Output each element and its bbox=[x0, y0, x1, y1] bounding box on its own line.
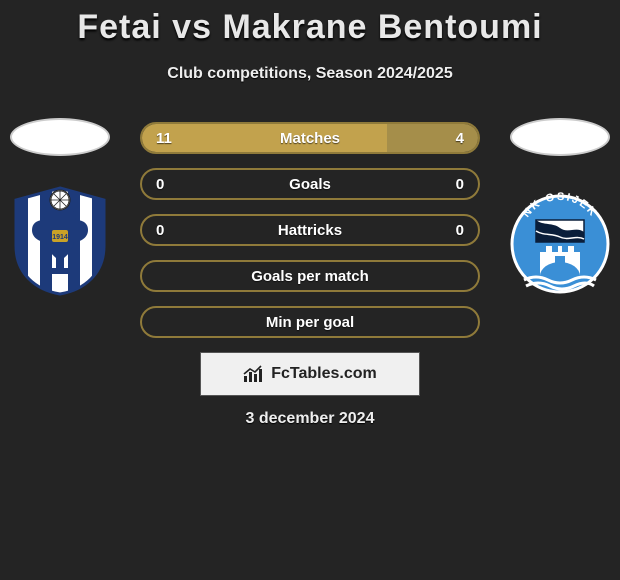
stat-row-gpm: Goals per match bbox=[140, 260, 480, 292]
chart-icon bbox=[243, 365, 265, 383]
stat-label: Hattricks bbox=[142, 216, 478, 244]
subtitle: Club competitions, Season 2024/2025 bbox=[0, 65, 620, 83]
stat-row-hattricks: 0 Hattricks 0 bbox=[140, 214, 480, 246]
stat-value-left: 0 bbox=[142, 170, 178, 198]
stat-value-right bbox=[450, 308, 478, 336]
left-badge-year: 1914 bbox=[52, 234, 68, 241]
stat-row-mpg: Min per goal bbox=[140, 306, 480, 338]
stat-value-left bbox=[142, 308, 170, 336]
right-country-flag bbox=[510, 118, 610, 156]
right-club-badge: NK OSIJEK bbox=[510, 186, 610, 306]
stat-row-matches: 11 Matches 4 bbox=[140, 122, 480, 154]
stat-value-right: 0 bbox=[442, 216, 478, 244]
stat-row-goals: 0 Goals 0 bbox=[140, 168, 480, 200]
page-title: Fetai vs Makrane Bentoumi bbox=[0, 0, 620, 47]
left-club-badge: 1914 bbox=[10, 186, 110, 296]
stat-fill-right bbox=[387, 124, 478, 152]
stat-label: Goals per match bbox=[142, 262, 478, 290]
left-country-flag bbox=[10, 118, 110, 156]
stat-label: Goals bbox=[142, 170, 478, 198]
attribution-box: FcTables.com bbox=[200, 352, 420, 396]
stat-value-left bbox=[142, 262, 170, 290]
attribution-text: FcTables.com bbox=[271, 365, 377, 383]
stat-value-right bbox=[450, 262, 478, 290]
date-text: 3 december 2024 bbox=[0, 410, 620, 428]
stat-value-right: 0 bbox=[442, 170, 478, 198]
stat-value-left: 0 bbox=[142, 216, 178, 244]
stat-fill-left bbox=[142, 124, 387, 152]
stats-table: 11 Matches 4 0 Goals 0 0 Hattricks 0 Goa… bbox=[140, 122, 480, 338]
stat-label: Min per goal bbox=[142, 308, 478, 336]
